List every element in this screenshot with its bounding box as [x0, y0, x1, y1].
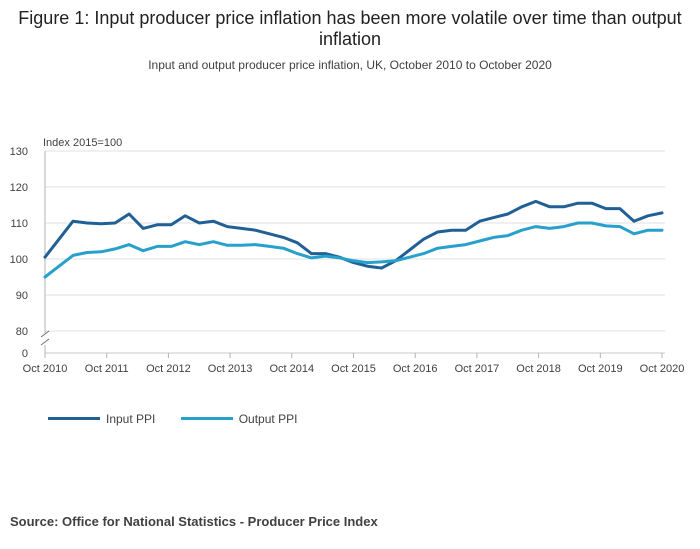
chart-subtitle: Input and output producer price inflatio… — [148, 58, 552, 72]
legend-item-input-ppi: Input PPI — [48, 412, 155, 426]
x-tick-label-0: Oct 2010 — [23, 363, 68, 375]
x-tick-label-3: Oct 2013 — [208, 363, 253, 375]
chart-title: Figure 1: Input producer price inflation… — [18, 8, 682, 49]
y-tick-label-80: 80 — [16, 326, 28, 338]
y-tick-label-120: 120 — [10, 182, 28, 194]
x-tick-label-7: Oct 2017 — [455, 363, 500, 375]
axis-break-mark-1 — [40, 330, 50, 338]
series-line-output-ppi — [43, 221, 664, 279]
y-axis-title: Index 2015=100 — [43, 137, 122, 149]
x-tick-label-6: Oct 2016 — [393, 363, 438, 375]
y-tick-label-90: 90 — [16, 290, 28, 302]
x-tick-label-8: Oct 2018 — [516, 363, 561, 375]
series-lines — [43, 199, 664, 279]
legend-label-output-ppi: Output PPI — [238, 411, 298, 426]
legend: Input PPI Output PPI — [48, 409, 319, 426]
y-tick-label-110: 110 — [10, 218, 28, 230]
x-tick-label-9: Oct 2019 — [578, 363, 623, 375]
legend-item-output-ppi: Output PPI — [180, 411, 298, 426]
y-tick-label-130: 130 — [10, 146, 28, 158]
x-tick-label-4: Oct 2014 — [269, 363, 314, 375]
legend-swatch-output-ppi — [180, 417, 233, 420]
source-note: Source: Office for National Statistics -… — [10, 514, 378, 529]
x-tick-label-5: Oct 2015 — [331, 363, 376, 375]
y-tick-label-100: 100 — [10, 254, 28, 266]
gridlines — [45, 150, 665, 354]
axis-break-mark-2 — [40, 338, 50, 346]
x-tick-label-10: Oct 2020 — [640, 363, 685, 375]
axis-break-gap — [40, 333, 50, 345]
x-tick-label-2: Oct 2012 — [146, 363, 191, 375]
legend-label-input-ppi: Input PPI — [106, 411, 156, 426]
axes: 130 120 110 100 90 80 0 Index 2015=100 Oct 2010 O… — [10, 137, 685, 375]
x-tick-label-1: Oct 2011 — [85, 363, 129, 375]
legend-swatch-input-ppi — [48, 417, 100, 420]
series-line-input-ppi — [43, 199, 664, 270]
y-tick-label-zero: 0 — [22, 348, 28, 360]
